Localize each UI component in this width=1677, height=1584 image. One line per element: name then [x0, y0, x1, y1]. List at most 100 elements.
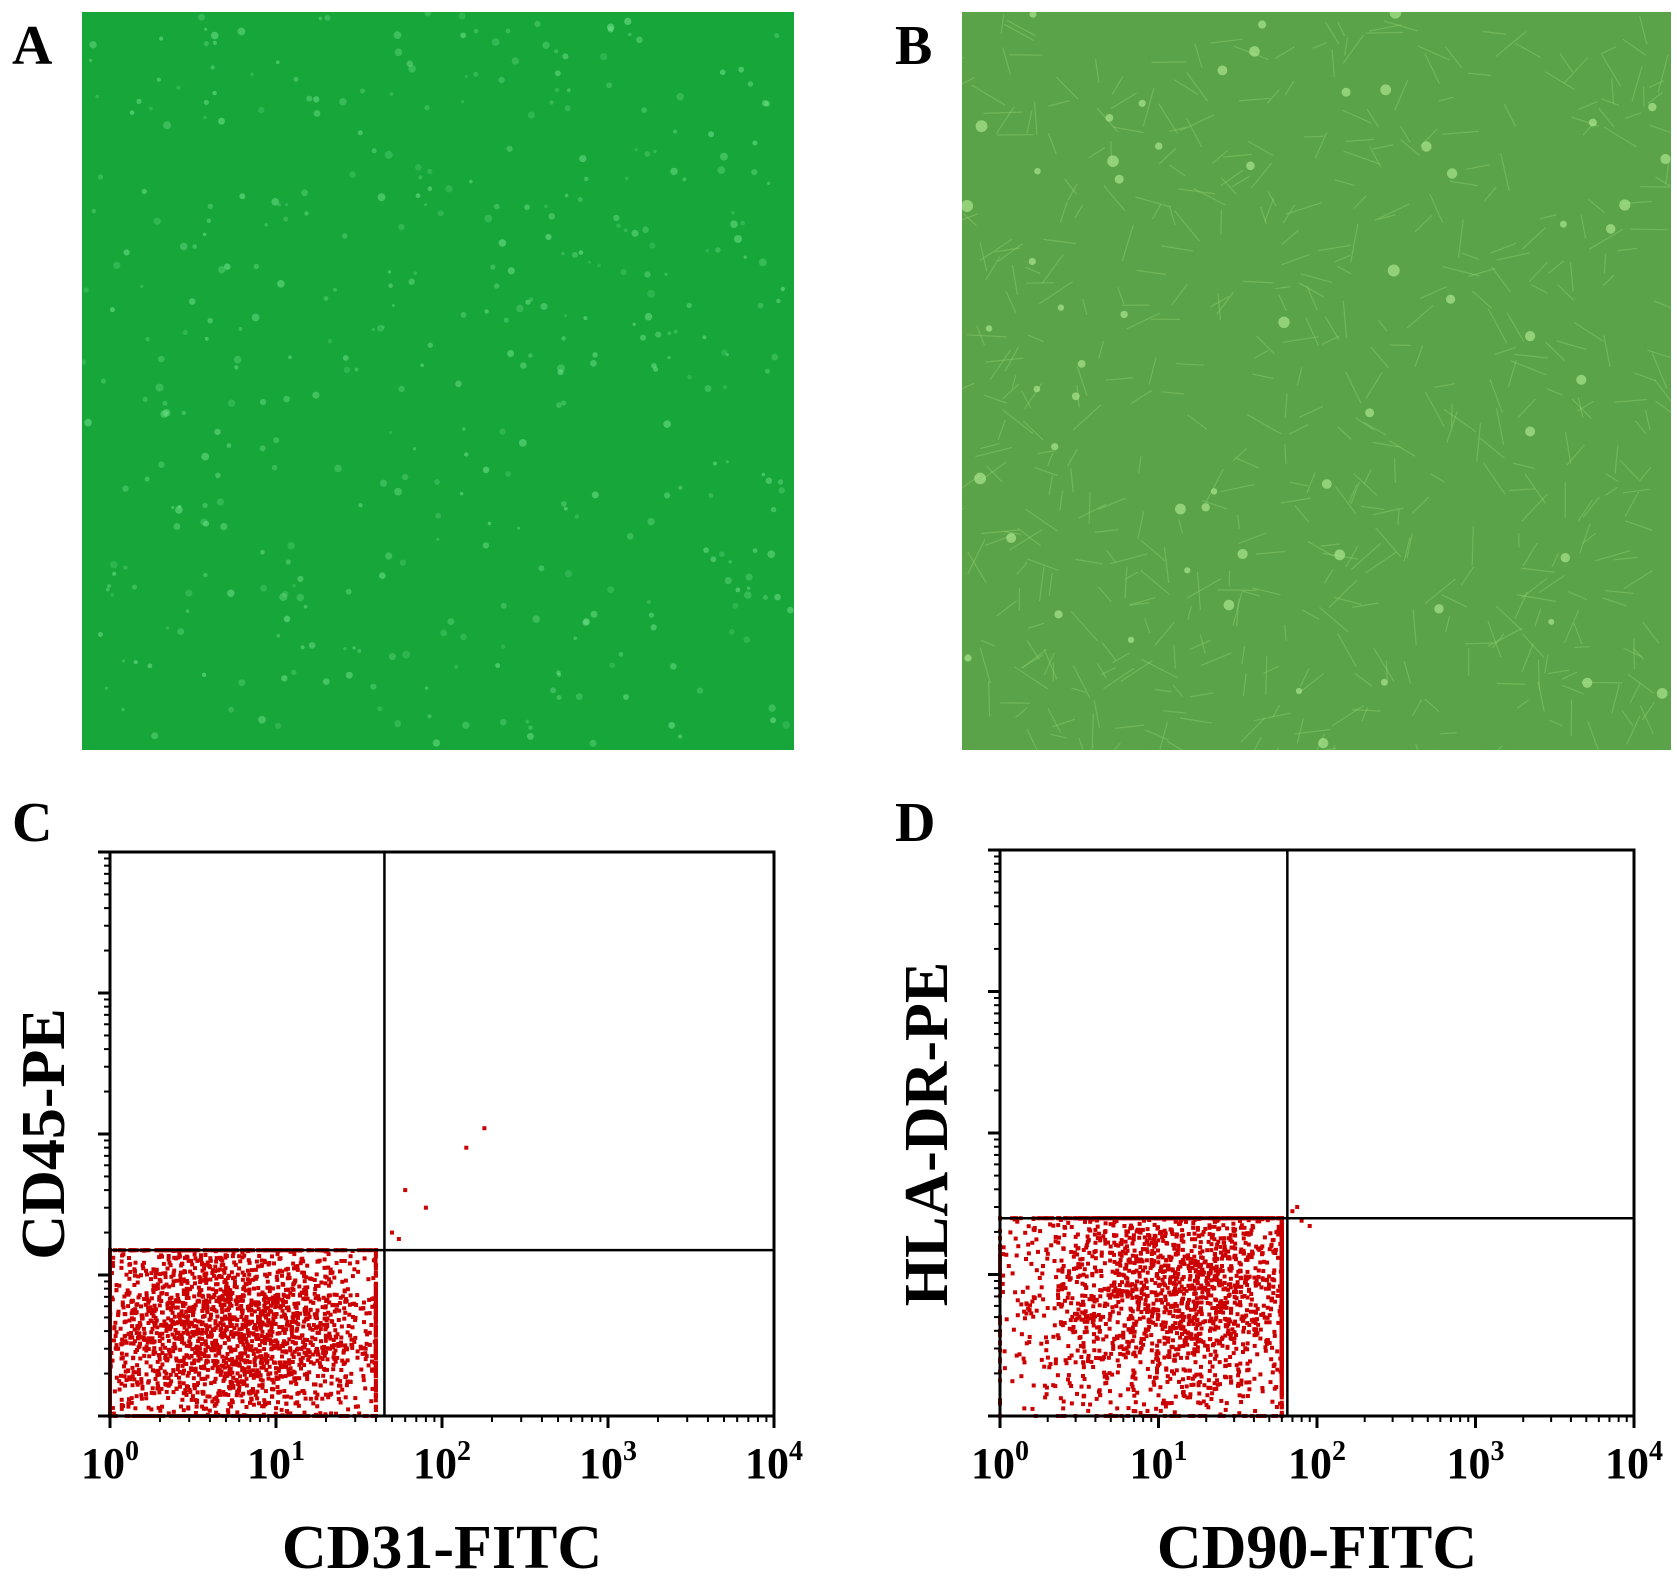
scatter-point — [1188, 1260, 1193, 1265]
scatter-point — [1279, 1325, 1284, 1330]
scatter-point — [160, 1310, 165, 1315]
scatter-point — [129, 1311, 134, 1316]
scatter-point — [1252, 1327, 1257, 1332]
scatter-point — [1279, 1361, 1284, 1365]
scatter-point — [210, 1342, 215, 1347]
scatter-point — [1026, 1251, 1031, 1256]
scatter-point — [1075, 1312, 1080, 1317]
scatter-point — [149, 1296, 154, 1301]
scatter-point — [1034, 1308, 1039, 1313]
scatter-point — [1265, 1278, 1270, 1283]
scatter-point — [260, 1329, 265, 1334]
scatter-point — [215, 1342, 220, 1347]
scatter-point — [1168, 1275, 1173, 1280]
scatter-point — [1106, 1355, 1111, 1360]
scatter-point — [1263, 1286, 1268, 1291]
scatter-point — [1233, 1253, 1238, 1258]
scatter-point — [1144, 1334, 1149, 1339]
scatter-point — [1217, 1281, 1221, 1286]
scatter-point — [110, 1260, 115, 1265]
scatter-point — [287, 1358, 292, 1363]
scatter-point — [1161, 1320, 1166, 1325]
scatter-point — [1121, 1335, 1126, 1340]
scatter-point — [260, 1292, 265, 1296]
scatter-point — [184, 1279, 189, 1283]
scatter-point — [1093, 1240, 1098, 1245]
scatter-point — [1102, 1286, 1107, 1291]
scatter-point — [1221, 1240, 1226, 1245]
scatter-point — [134, 1394, 139, 1399]
scatter-point — [222, 1341, 227, 1346]
scatter-point — [1247, 1380, 1252, 1385]
scatter-point — [1253, 1409, 1258, 1413]
scatter-point — [1105, 1302, 1110, 1307]
scatter-point — [1000, 1281, 1005, 1286]
scatter-point — [122, 1294, 127, 1299]
scatter-point — [1124, 1275, 1128, 1280]
scatter-point — [249, 1303, 253, 1308]
scatter-point — [1198, 1401, 1203, 1406]
scatter-point — [326, 1252, 331, 1257]
scatter-point — [153, 1369, 158, 1374]
scatter-point — [1210, 1391, 1215, 1396]
scatter-point — [1131, 1409, 1136, 1413]
scatter-point — [1149, 1240, 1154, 1245]
scatter-point — [322, 1344, 327, 1349]
scatter-point — [325, 1316, 330, 1321]
scatter-point — [1195, 1323, 1200, 1327]
scatter-point — [1081, 1272, 1086, 1277]
scatter-point — [281, 1299, 286, 1304]
scatter-point — [353, 1404, 358, 1409]
scatter-point — [286, 1272, 291, 1277]
scatter-point — [1001, 1245, 1006, 1250]
scatter-point — [1180, 1277, 1185, 1282]
scatter-point — [152, 1391, 157, 1396]
scatter-point — [1155, 1312, 1160, 1317]
scatter-point — [1027, 1335, 1032, 1339]
scatter-point — [1209, 1248, 1214, 1253]
scatter-point — [239, 1294, 244, 1299]
scatter-point — [250, 1268, 254, 1273]
scatter-point — [179, 1281, 184, 1286]
scatter-point — [335, 1332, 340, 1337]
scatter-point — [199, 1366, 204, 1370]
scatter-point — [352, 1267, 357, 1272]
scatter-point — [1189, 1256, 1194, 1261]
scatter-point — [1152, 1222, 1157, 1227]
scatter-point — [1139, 1340, 1143, 1345]
scatter-point — [1249, 1297, 1254, 1302]
scatter-point — [1186, 1322, 1191, 1327]
scatter-point — [128, 1377, 133, 1382]
scatter-point — [1246, 1275, 1251, 1279]
scatter-point — [215, 1399, 220, 1404]
scatter-point — [1228, 1233, 1233, 1238]
scatter-point — [343, 1395, 348, 1400]
scatter-point — [1082, 1377, 1087, 1381]
scatter-point — [1242, 1294, 1247, 1298]
scatter-point — [1154, 1406, 1159, 1411]
scatter-point — [1109, 1351, 1114, 1356]
scatter-point — [246, 1333, 251, 1338]
scatter-point — [1056, 1240, 1061, 1245]
scatter-point — [1067, 1277, 1072, 1282]
scatter-point — [229, 1322, 234, 1327]
scatter-point — [1195, 1274, 1199, 1279]
scatter-point — [1038, 1229, 1043, 1234]
scatter-point — [179, 1263, 184, 1268]
scatter-point — [1002, 1366, 1007, 1371]
scatter-point — [255, 1389, 260, 1394]
scatter-point — [186, 1331, 191, 1336]
scatter-point — [196, 1358, 201, 1363]
scatter-point — [1144, 1279, 1149, 1284]
scatter-point — [1034, 1237, 1039, 1242]
scatter-point — [1218, 1244, 1223, 1249]
scatter-point — [1183, 1368, 1188, 1373]
scatter-point — [218, 1372, 223, 1377]
scatter-point — [1206, 1347, 1210, 1352]
scatter-point — [1045, 1306, 1050, 1310]
scatter-point — [197, 1331, 202, 1336]
scatter-point — [196, 1298, 201, 1303]
scatter-point — [1137, 1221, 1142, 1226]
scatter-point — [127, 1397, 131, 1402]
scatter-point — [1042, 1383, 1047, 1388]
